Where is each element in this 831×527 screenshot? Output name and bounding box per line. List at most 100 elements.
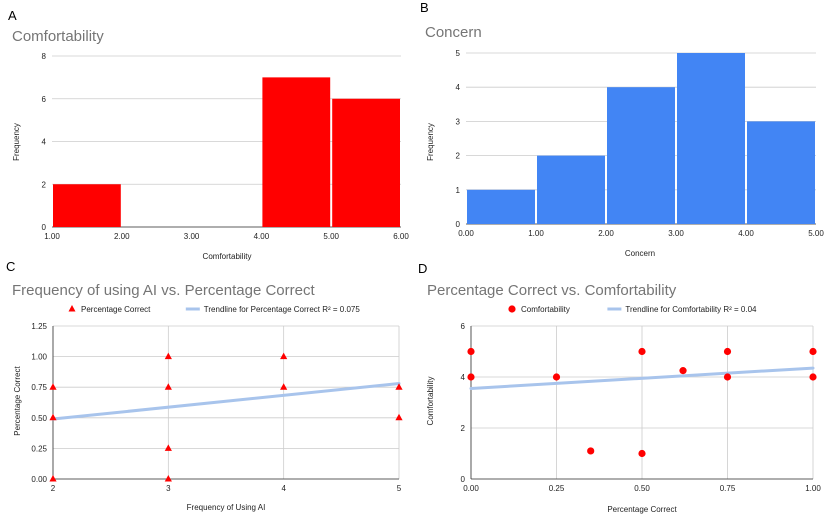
panel-a: A Comfortability 0 2 4 6 8 1.00 2.00 3.00 4.00 5.00… — [8, 8, 409, 261]
legend-series-label: Percentage Correct — [81, 305, 151, 314]
panel-letter: B — [420, 0, 429, 15]
x-tick-label: 1.00 — [528, 229, 544, 238]
x-tick-label: 2.00 — [114, 232, 130, 241]
legend-trendline-label: Trendline for Comfortability R² = 0.04 — [625, 305, 757, 314]
y-tick-label: 6 — [461, 322, 466, 331]
panel-letter: D — [418, 261, 427, 276]
y-tick-label: 6 — [42, 95, 47, 104]
data-point — [164, 444, 172, 451]
y-axis-label: Percentage Correct — [13, 366, 22, 436]
x-tick-label: 5 — [397, 484, 402, 493]
panel-letter: C — [6, 259, 15, 274]
x-axis-label: Concern — [625, 249, 655, 258]
legend-trendline-label: Trendline for Percentage Correct R² = 0.… — [204, 305, 361, 314]
data-point — [49, 413, 57, 421]
data-point — [467, 373, 475, 381]
y-tick-label: 8 — [42, 52, 47, 61]
chart-title: Concern — [425, 24, 482, 41]
data-point — [164, 352, 172, 360]
y-tick-label: 1 — [456, 186, 461, 195]
y-tick-label: 4 — [456, 83, 461, 92]
y-tick-label: 0.75 — [31, 383, 47, 392]
x-tick-label: 5.00 — [808, 229, 824, 238]
x-tick-label: 5.00 — [323, 232, 339, 241]
data-point — [723, 347, 732, 356]
x-tick-label: 3.00 — [668, 229, 684, 238]
x-tick-label: 1.00 — [805, 484, 821, 493]
legend-series-label: Comfortability — [521, 305, 570, 314]
data-point — [280, 352, 288, 360]
bar — [262, 77, 331, 227]
data-point — [49, 475, 57, 482]
data-point — [395, 413, 403, 421]
x-axis-label: Percentage Correct — [607, 505, 677, 514]
bar — [747, 121, 815, 224]
bar — [537, 155, 605, 224]
x-axis-label: Frequency of Using AI — [187, 503, 266, 512]
data-point — [49, 383, 57, 390]
data-point — [679, 367, 687, 375]
y-tick-label: 0 — [42, 223, 47, 232]
data-point — [809, 347, 817, 356]
y-tick-label: 1.00 — [31, 353, 47, 362]
data-point — [638, 449, 646, 458]
data-point — [638, 347, 646, 356]
x-tick-label: 0.00 — [463, 484, 479, 493]
y-tick-label: 2 — [456, 152, 461, 161]
y-tick-label: 4 — [461, 373, 466, 382]
x-tick-label: 4.00 — [738, 229, 754, 238]
y-tick-label: 3 — [456, 117, 461, 126]
x-tick-label: 1.00 — [44, 232, 60, 241]
y-tick-label: 1.25 — [31, 322, 47, 331]
chart-title: Frequency of using AI vs. Percentage Cor… — [12, 282, 315, 299]
panel-b: B Concern 0 1 2 3 4 5 0.00 1.00 2.00 3.00 4.00 5.00 Co… — [420, 0, 824, 258]
x-tick-label: 2.00 — [598, 229, 614, 238]
x-tick-label: 0.75 — [720, 484, 736, 493]
x-tick-label: 0.00 — [458, 229, 474, 238]
x-tick-label: 3.00 — [184, 232, 200, 241]
chart-title: Comfortability — [12, 28, 104, 45]
data-point — [467, 347, 475, 356]
trendline — [469, 366, 815, 390]
bar — [677, 53, 745, 224]
data-point — [809, 373, 817, 381]
legend-marker-icon — [68, 305, 76, 312]
trendline — [51, 382, 401, 421]
y-tick-label: 4 — [42, 138, 47, 147]
data-point — [723, 373, 732, 381]
y-tick-label: 2 — [461, 424, 466, 433]
y-tick-label: 0 — [461, 475, 466, 484]
chart-title: Percentage Correct vs. Comfortability — [427, 282, 677, 299]
x-tick-label: 2 — [51, 484, 56, 493]
x-tick-label: 4.00 — [254, 232, 270, 241]
y-axis-label: Frequency — [12, 123, 21, 161]
y-tick-label: 0.00 — [31, 475, 47, 484]
bar — [53, 184, 121, 227]
y-tick-label: 5 — [456, 49, 461, 58]
data-point — [587, 447, 595, 455]
y-tick-label: 2 — [42, 180, 47, 189]
bar — [467, 189, 535, 224]
panel-letter: A — [8, 8, 17, 23]
x-tick-label: 6.00 — [393, 232, 409, 241]
bar — [607, 87, 675, 224]
panel-c: C Frequency of using AI vs. Percentage Co… — [6, 259, 403, 512]
data-point — [395, 383, 403, 390]
data-point — [552, 373, 561, 381]
data-point — [280, 383, 288, 390]
y-tick-label: 0 — [456, 220, 461, 229]
data-point — [164, 475, 172, 482]
x-tick-label: 4 — [281, 484, 286, 493]
x-axis-label: Comfortability — [203, 252, 252, 261]
x-tick-label: 0.25 — [549, 484, 565, 493]
y-axis-label: Frequency — [426, 123, 435, 161]
legend-marker-icon — [508, 305, 516, 313]
data-point — [164, 383, 172, 390]
y-tick-label: 0.50 — [31, 414, 47, 423]
y-tick-label: 0.25 — [31, 444, 47, 453]
y-axis-label: Comfortability — [426, 377, 435, 426]
x-tick-label: 3 — [166, 484, 171, 493]
